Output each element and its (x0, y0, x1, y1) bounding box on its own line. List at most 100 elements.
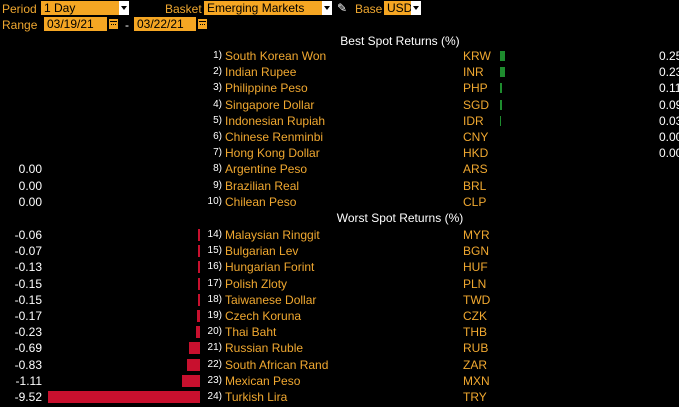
worst-row-thb[interactable]: -0.23 20) Thai Baht THB (0, 324, 679, 340)
pencil-icon[interactable]: ✎ (337, 1, 348, 15)
return-value: 0.11 (659, 81, 679, 96)
period-chevron-down-icon[interactable] (119, 1, 129, 15)
currency-code: TWD (463, 292, 491, 307)
rank-label: 2) (213, 66, 222, 78)
currency-name[interactable]: Indonesian Rupiah (225, 113, 326, 128)
currency-name[interactable]: South Korean Won (225, 49, 327, 63)
basket-label: Basket (165, 2, 202, 16)
currency-name[interactable]: Czech Koruna (225, 309, 302, 323)
return-value: 0.00 (18, 178, 42, 193)
best-row-hkd[interactable]: 7)Hong Kong Dollar HKD 0.00 (0, 145, 679, 161)
currency-code: BGN (463, 244, 490, 259)
basket-select[interactable]: Emerging Markets (204, 1, 322, 15)
range-end-input[interactable]: 03/22/21 (134, 17, 196, 31)
positive-return-bar (500, 51, 505, 61)
best-row-clp[interactable]: 10) Chilean Peso CLP 0.00 (0, 194, 679, 210)
range-separator: - (125, 18, 129, 32)
best-row-brl[interactable]: 9) Brazilian Real BRL 0.00 (0, 178, 679, 194)
toolbar: Period 1 Day Basket Emerging Markets ✎ B… (0, 0, 679, 34)
return-value: -0.17 (14, 309, 42, 323)
worst-row-twd[interactable]: -0.15 18) Taiwanese Dollar TWD (0, 292, 679, 308)
currency-code: SGD (463, 97, 490, 112)
return-value: 0.03 (659, 113, 679, 128)
negative-return-bar (198, 277, 200, 290)
range-end-calendar-icon[interactable] (197, 18, 208, 30)
negative-return-bar (198, 293, 200, 306)
worst-row-myr[interactable]: -0.06 14) Malaysian Ringgit MYR (0, 227, 679, 243)
worst-row-rub[interactable]: -0.69 21) Russian Ruble RUB (0, 340, 679, 356)
currency-name[interactable]: Argentine Peso (225, 162, 308, 177)
base-label: Base (355, 2, 383, 16)
worst-row-pln[interactable]: -0.15 17) Polish Zloty PLN (0, 276, 679, 292)
currency-name[interactable]: Chinese Renminbi (225, 130, 324, 144)
return-value: 0.00 (18, 194, 42, 209)
currency-name[interactable]: Mexican Peso (225, 373, 301, 388)
best-row-ars[interactable]: 8) Argentine Peso ARS 0.00 (0, 161, 679, 177)
worst-row-zar[interactable]: -0.83 22) South African Rand ZAR (0, 357, 679, 373)
currency-code: CLP (463, 194, 487, 209)
best-row-sgd[interactable]: 4)Singapore Dollar SGD 0.09 (0, 97, 679, 113)
best-row-idr[interactable]: 5)Indonesian Rupiah IDR 0.03 (0, 113, 679, 129)
currency-name[interactable]: Indian Rupee (225, 65, 297, 80)
base-chevron-down-icon[interactable] (411, 1, 421, 15)
rank-label: 6) (213, 131, 222, 142)
return-value: 0.00 (659, 130, 679, 144)
negative-return-bar (198, 229, 200, 241)
return-value: -0.83 (14, 357, 42, 372)
best-row-cny[interactable]: 6)Chinese Renminbi CNY 0.00 (0, 129, 679, 145)
currency-name[interactable]: Hungarian Forint (225, 260, 315, 275)
rank-label: 3) (213, 82, 222, 94)
base-currency-select[interactable]: USD (384, 1, 412, 15)
rank-label: 22) (207, 358, 222, 370)
currency-name[interactable]: Bulgarian Lev (225, 244, 299, 259)
currency-name[interactable]: Singapore Dollar (225, 97, 315, 112)
return-value: -0.69 (14, 341, 42, 356)
currency-code: ZAR (463, 357, 487, 372)
currency-code: IDR (463, 113, 484, 128)
currency-code: THB (463, 325, 487, 340)
return-value: 0.23 (659, 65, 679, 80)
currency-name[interactable]: Russian Ruble (225, 341, 304, 356)
rank-label: 5) (213, 114, 222, 126)
basket-chevron-down-icon[interactable] (322, 1, 332, 15)
worst-returns-header: Worst Spot Returns (%) (336, 211, 464, 225)
worst-row-huf[interactable]: -0.13 16) Hungarian Forint HUF (0, 259, 679, 275)
period-select[interactable]: 1 Day (41, 1, 119, 15)
currency-name[interactable]: Polish Zloty (225, 276, 288, 291)
best-row-krw[interactable]: 1)South Korean Won KRW 0.25 (0, 48, 679, 64)
rank-label: 15) (207, 245, 222, 257)
best-row-inr[interactable]: 2)Indian Rupee INR 0.23 (0, 64, 679, 80)
rank-label: 14) (207, 229, 222, 240)
positive-return-bar (500, 67, 505, 78)
currency-name[interactable]: Thai Baht (225, 325, 277, 340)
worst-row-bgn[interactable]: -0.07 15) Bulgarian Lev BGN (0, 243, 679, 259)
negative-return-bar (182, 374, 200, 387)
rank-label: 4) (213, 98, 222, 110)
currency-name[interactable]: Chilean Peso (225, 194, 297, 209)
currency-name[interactable]: Philippine Peso (225, 81, 308, 96)
return-value: -0.06 (14, 228, 42, 242)
currency-name[interactable]: Taiwanese Dollar (225, 292, 317, 307)
currency-name[interactable]: Turkish Lira (225, 390, 288, 404)
currency-name[interactable]: South African Rand (225, 357, 329, 372)
range-start-input[interactable]: 03/19/21 (44, 17, 107, 31)
return-value: -0.15 (14, 276, 42, 291)
negative-return-bar (48, 391, 200, 403)
worst-row-try[interactable]: -9.52 24) Turkish Lira TRY (0, 389, 679, 405)
positive-return-bar (500, 99, 502, 110)
rank-label: 17) (207, 277, 222, 289)
rank-label: 21) (207, 342, 222, 354)
worst-row-mxn[interactable]: -1.11 23) Mexican Peso MXN (0, 373, 679, 389)
return-value: 0.00 (659, 146, 679, 161)
currency-code: ARS (463, 162, 488, 177)
worst-row-czk[interactable]: -0.17 19) Czech Koruna CZK (0, 308, 679, 324)
best-returns-header: Best Spot Returns (%) (340, 34, 460, 48)
currency-name[interactable]: Hong Kong Dollar (225, 146, 320, 161)
best-row-php[interactable]: 3) Philippine Peso PHP 0.11 (0, 80, 679, 96)
currency-name[interactable]: Brazilian Real (225, 178, 300, 193)
currency-code: BRL (463, 178, 487, 193)
currency-code: INR (463, 65, 484, 80)
currency-name[interactable]: Malaysian Ringgit (225, 228, 320, 242)
range-start-calendar-icon[interactable] (108, 18, 119, 30)
rank-label: 9) (213, 179, 222, 191)
